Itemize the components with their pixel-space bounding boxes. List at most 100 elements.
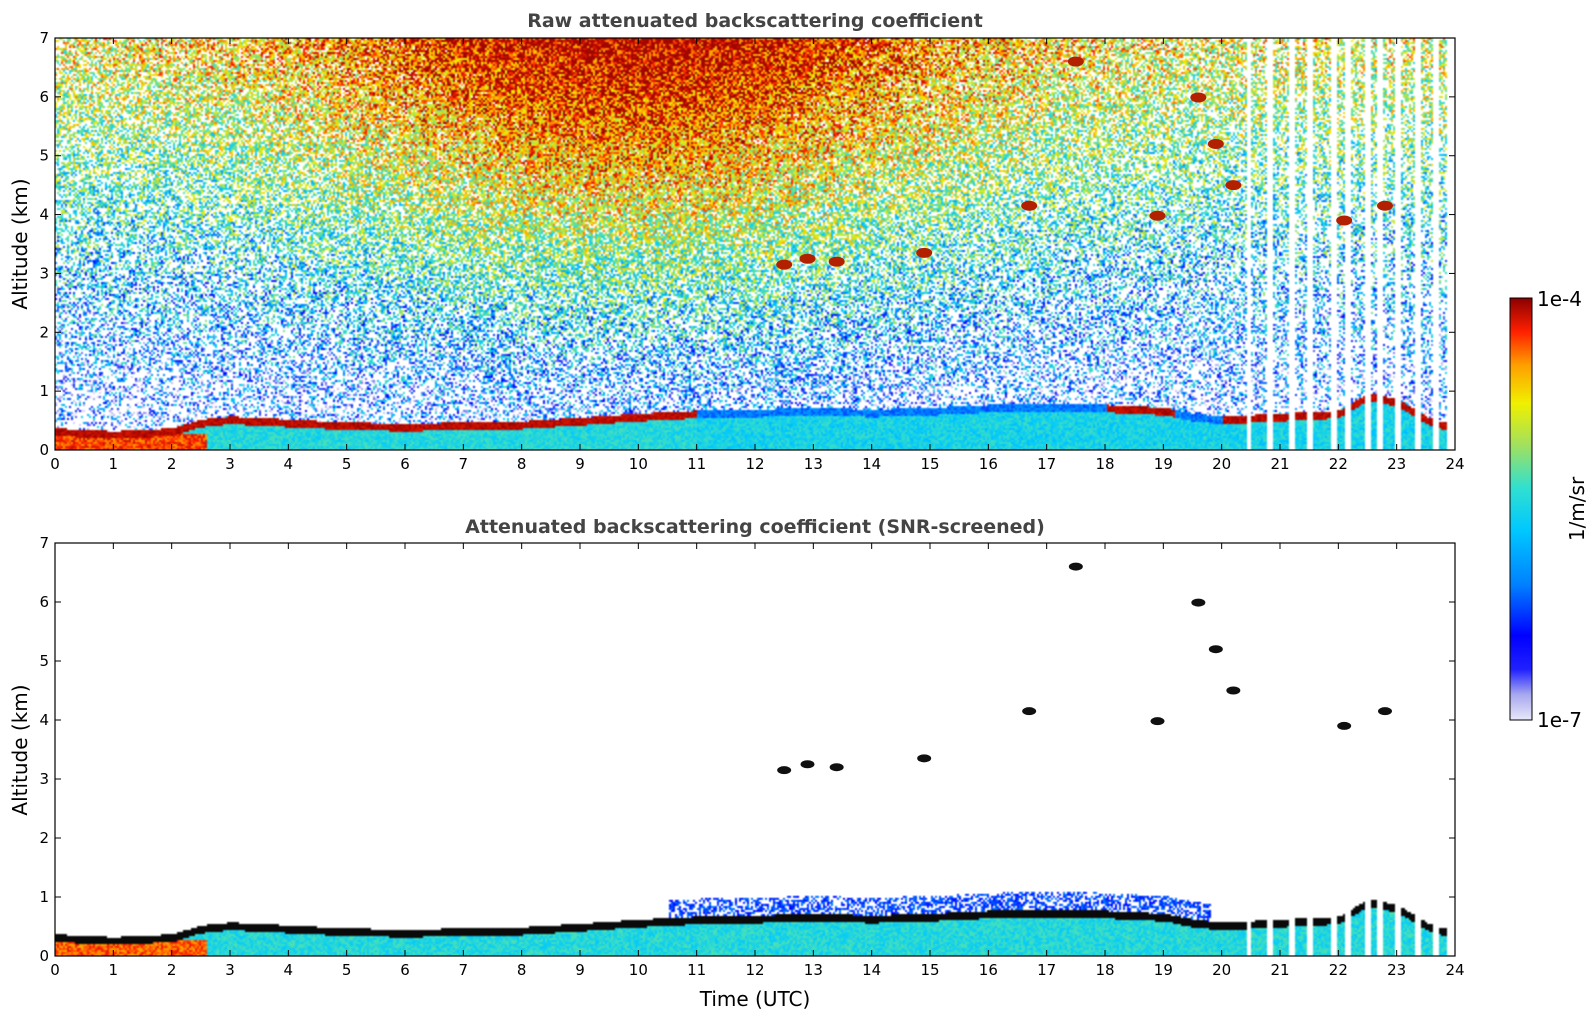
x-tick-label: 17 bbox=[1037, 961, 1056, 979]
y-tick-label: 2 bbox=[39, 829, 49, 847]
x-tick-label: 21 bbox=[1270, 455, 1289, 473]
y-tick-label: 3 bbox=[39, 264, 49, 282]
x-tick-label: 1 bbox=[109, 961, 119, 979]
cloud-patch bbox=[916, 247, 933, 258]
y-tick-label: 4 bbox=[39, 711, 49, 729]
x-tick-label: 0 bbox=[50, 455, 60, 473]
cloud-patch-screened bbox=[777, 766, 792, 775]
x-tick-label: 5 bbox=[342, 961, 352, 979]
x-tick-label: 22 bbox=[1329, 455, 1348, 473]
cloud-patch-screened bbox=[917, 754, 932, 763]
x-tick-label: 14 bbox=[862, 961, 881, 979]
colorbar-min-label: 1e-7 bbox=[1537, 708, 1582, 732]
y-tick-label: 3 bbox=[39, 770, 49, 788]
x-tick-label: 0 bbox=[50, 961, 60, 979]
y-axis-label-screened: Altitude (km) bbox=[8, 684, 32, 815]
y-tick-label: 5 bbox=[39, 147, 49, 165]
colorbar-gradient bbox=[1509, 297, 1533, 721]
cloud-patch-screened bbox=[1150, 717, 1165, 726]
heatmap-raster-raw bbox=[55, 38, 1455, 450]
cloud-patch-screened bbox=[1022, 707, 1037, 716]
cloud-patch bbox=[1021, 200, 1038, 211]
cloud-patch bbox=[1336, 215, 1353, 226]
cloud-patch-screened bbox=[1068, 562, 1083, 571]
x-tick-label: 18 bbox=[1095, 455, 1114, 473]
x-tick-label: 5 bbox=[342, 455, 352, 473]
x-tick-label: 11 bbox=[687, 961, 706, 979]
x-tick-label: 17 bbox=[1037, 455, 1056, 473]
y-tick-label: 1 bbox=[39, 888, 49, 906]
panel-raw: Raw attenuated backscattering coefficien… bbox=[8, 10, 1465, 473]
axis-ticks-raw: 0 1 2 3 4 5 6 7 8 9 10 11 12 13 14 15 16 17 18 19 20 21 22 23 24… bbox=[39, 29, 1464, 473]
y-axis-label-raw: Altitude (km) bbox=[8, 178, 32, 309]
x-tick-label: 8 bbox=[517, 961, 527, 979]
cloud-patch bbox=[1225, 180, 1242, 191]
x-tick-label: 9 bbox=[575, 455, 585, 473]
x-tick-label: 20 bbox=[1212, 455, 1231, 473]
cloud-patch bbox=[799, 253, 816, 264]
x-tick-label: 6 bbox=[400, 961, 410, 979]
x-tick-label: 11 bbox=[687, 455, 706, 473]
x-tick-label: 1 bbox=[109, 455, 119, 473]
y-tick-label: 0 bbox=[39, 947, 49, 965]
x-tick-label: 12 bbox=[745, 455, 764, 473]
cloud-patch-screened bbox=[800, 760, 815, 769]
x-tick-label: 24 bbox=[1445, 961, 1464, 979]
x-tick-label: 20 bbox=[1212, 961, 1231, 979]
heatmap-raster-screened bbox=[55, 543, 1455, 956]
y-tick-label: 5 bbox=[39, 652, 49, 670]
x-tick-label: 3 bbox=[225, 455, 235, 473]
cloud-patch-screened bbox=[1378, 707, 1392, 716]
x-tick-label: 23 bbox=[1387, 961, 1406, 979]
x-tick-label: 18 bbox=[1095, 961, 1114, 979]
x-tick-label: 24 bbox=[1445, 455, 1464, 473]
x-tick-label: 10 bbox=[629, 961, 648, 979]
cloud-patch-screened bbox=[1226, 686, 1241, 695]
panel-title-raw: Raw attenuated backscattering coefficien… bbox=[527, 10, 983, 32]
cloud-patch bbox=[1067, 56, 1084, 67]
y-tick-label: 2 bbox=[39, 323, 49, 341]
x-tick-label: 22 bbox=[1329, 961, 1348, 979]
panel-title-screened: Attenuated backscattering coefficient (S… bbox=[465, 516, 1045, 538]
x-tick-label: 15 bbox=[920, 961, 939, 979]
x-tick-label: 12 bbox=[745, 961, 764, 979]
x-tick-label: 13 bbox=[804, 961, 823, 979]
x-tick-label: 6 bbox=[400, 455, 410, 473]
x-tick-label: 8 bbox=[517, 455, 527, 473]
y-tick-label: 7 bbox=[39, 534, 49, 552]
x-tick-label: 16 bbox=[979, 961, 998, 979]
cloud-patch bbox=[1377, 200, 1393, 211]
y-tick-label: 7 bbox=[39, 29, 49, 47]
cloud-patch bbox=[828, 256, 845, 267]
cloud-patch bbox=[1207, 138, 1224, 149]
x-tick-label: 7 bbox=[459, 961, 469, 979]
axis-ticks-screened: 0 1 2 3 4 5 6 7 8 9 10 11 12 13 14 15 16 17 18 19 20 21 22 23 24… bbox=[39, 534, 1464, 979]
x-tick-label: 19 bbox=[1154, 961, 1173, 979]
heatmap-screened bbox=[55, 543, 1455, 956]
cloud-patch-screened bbox=[1191, 598, 1206, 607]
y-tick-label: 0 bbox=[39, 441, 49, 459]
x-tick-label: 21 bbox=[1270, 961, 1289, 979]
x-tick-label: 4 bbox=[284, 455, 294, 473]
x-tick-label: 19 bbox=[1154, 455, 1173, 473]
y-tick-label: 1 bbox=[39, 382, 49, 400]
panel-screened: Attenuated backscattering coefficient (S… bbox=[8, 516, 1465, 1011]
x-tick-label: 14 bbox=[862, 455, 881, 473]
x-tick-label: 3 bbox=[225, 961, 235, 979]
cloud-patch-screened bbox=[1208, 645, 1223, 654]
cloud-patch-screened bbox=[829, 763, 844, 772]
x-tick-label: 7 bbox=[459, 455, 469, 473]
y-tick-label: 6 bbox=[39, 88, 49, 106]
x-tick-label: 16 bbox=[979, 455, 998, 473]
colorbar-max-label: 1e-4 bbox=[1537, 287, 1582, 311]
x-tick-label: 9 bbox=[575, 961, 585, 979]
y-tick-label: 6 bbox=[39, 593, 49, 611]
x-tick-label: 10 bbox=[629, 455, 648, 473]
cloud-patch bbox=[776, 259, 793, 270]
x-tick-label: 15 bbox=[920, 455, 939, 473]
colorbar-unit-label: 1/m/sr bbox=[1565, 476, 1589, 541]
cloud-patch bbox=[1190, 92, 1207, 103]
x-tick-label: 23 bbox=[1387, 455, 1406, 473]
heatmap-raw bbox=[55, 38, 1455, 450]
x-axis-label: Time (UTC) bbox=[699, 987, 811, 1011]
